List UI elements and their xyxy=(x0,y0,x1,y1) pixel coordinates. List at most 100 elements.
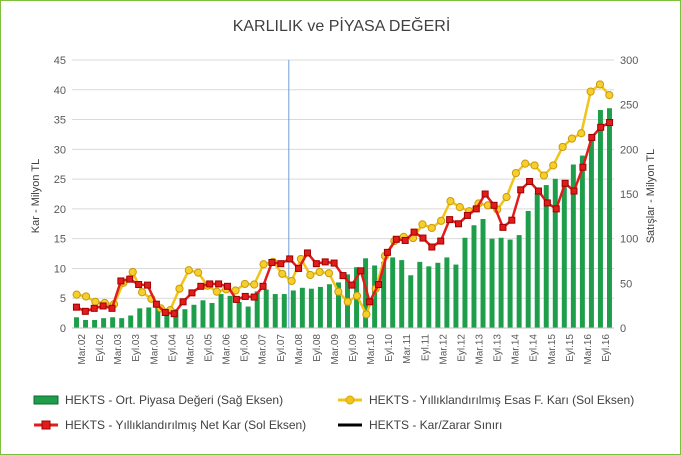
operating-profit-point xyxy=(231,286,240,295)
market-value-bar xyxy=(480,219,486,328)
x-tick-label: Mar.13 xyxy=(475,334,486,365)
market-value-bar xyxy=(381,261,387,328)
market-value-bar xyxy=(191,304,197,328)
market-value-bar xyxy=(561,185,567,328)
net-profit-point xyxy=(117,277,125,285)
operating-profit-point xyxy=(558,142,567,152)
operating-profit-point xyxy=(455,203,464,212)
net-profit-point xyxy=(526,177,534,185)
operating-profit-point xyxy=(175,284,184,293)
x-tick-label: Eyl.04 xyxy=(167,334,178,362)
operating-profit-point xyxy=(427,223,436,233)
net-profit-point xyxy=(588,133,596,141)
net-profit-point xyxy=(206,280,214,288)
operating-profit-point xyxy=(362,310,371,319)
operating-profit-point xyxy=(194,268,203,277)
left-tick-label: 20 xyxy=(54,204,66,216)
x-tick-label: Eyl.05 xyxy=(204,334,215,362)
operating-profit-point xyxy=(137,288,147,297)
x-tick-label: Eyl.12 xyxy=(456,334,467,362)
market-value-bar xyxy=(363,258,369,328)
net-profit-point xyxy=(490,201,498,209)
net-profit-point xyxy=(606,119,614,127)
net-profit-point xyxy=(481,190,489,198)
market-value-bar xyxy=(317,286,323,328)
market-value-bar xyxy=(308,288,314,328)
net-profit-point xyxy=(126,275,134,283)
market-value-bar xyxy=(525,210,531,328)
left-tick-label: 40 xyxy=(54,85,66,97)
net-profit-point xyxy=(152,300,160,308)
operating-profit-point xyxy=(586,87,595,96)
legend-bar-swatch xyxy=(33,395,59,405)
market-value-bar xyxy=(182,309,188,328)
net-profit-point xyxy=(383,248,391,256)
market-value-bar xyxy=(272,294,278,328)
legend-yellow-line-swatch xyxy=(338,395,362,405)
operating-profit-point xyxy=(511,169,520,178)
net-profit-point xyxy=(543,199,551,207)
x-tick-label: Mar.14 xyxy=(511,334,522,365)
operating-profit-point xyxy=(352,291,362,300)
x-tick-label: Eyl.15 xyxy=(565,334,576,362)
market-value-bar xyxy=(597,110,603,328)
net-profit-point xyxy=(303,249,311,257)
net-profit-point xyxy=(268,258,276,266)
operating-profit-point xyxy=(334,287,343,296)
market-value-bar xyxy=(155,306,161,328)
chart-title: KARLILIK ve PİYASA DEĞERİ xyxy=(232,18,451,35)
market-value-bar xyxy=(335,282,341,328)
left-tick-label: 45 xyxy=(54,55,66,67)
x-tick-label: Eyl.07 xyxy=(276,334,287,362)
x-tick-label: Mar.11 xyxy=(402,334,413,364)
net-profit-point xyxy=(375,281,383,289)
left-tick-label: 30 xyxy=(54,144,66,156)
market-value-bar xyxy=(83,319,89,328)
market-value-bar xyxy=(200,300,206,328)
market-value-bar xyxy=(209,302,215,328)
operating-profit-point xyxy=(446,197,455,206)
market-value-bar xyxy=(489,238,495,328)
x-tick-label: Mar.16 xyxy=(583,334,594,365)
operating-profit-point xyxy=(240,279,249,289)
net-profit-point xyxy=(286,255,294,263)
market-value-bar xyxy=(74,317,80,328)
x-tick-label: Mar.08 xyxy=(294,334,305,365)
net-profit-point xyxy=(534,187,542,195)
market-value-bar xyxy=(534,193,540,328)
legend-label-market-value: HEKTS - Ort. Piyasa Değeri (Sağ Eksen) xyxy=(65,393,284,407)
right-tick-label: 300 xyxy=(620,55,638,67)
net-profit-point xyxy=(81,307,89,315)
operating-profit-point xyxy=(315,267,324,277)
net-profit-point xyxy=(90,304,98,312)
net-profit-point xyxy=(188,289,196,297)
operating-profit-point xyxy=(81,292,91,301)
operating-profit-point xyxy=(549,161,558,170)
market-value-bar xyxy=(498,237,504,328)
x-tick-label: Eyl.13 xyxy=(493,334,504,362)
operating-profit-point xyxy=(259,260,268,269)
net-profit-point xyxy=(579,163,587,171)
legend-label-operating-profit: HEKTS - Yıllıklandırılmış Esas F. Karı (… xyxy=(369,393,635,407)
market-value-bar xyxy=(570,164,576,328)
net-profit-point xyxy=(428,243,436,251)
market-value-bar xyxy=(444,257,450,328)
net-profit-point xyxy=(570,187,578,195)
net-profit-point xyxy=(108,304,116,312)
net-profit-point xyxy=(517,186,525,194)
operating-profit-point xyxy=(287,276,296,286)
market-value-bar xyxy=(579,155,585,328)
net-profit-point xyxy=(277,260,285,268)
market-value-bar xyxy=(164,310,170,328)
net-profit-point xyxy=(463,211,471,219)
market-value-bar xyxy=(245,306,251,328)
x-tick-label: Eyl.09 xyxy=(348,334,359,362)
market-value-bar xyxy=(507,239,513,328)
market-value-bar xyxy=(588,138,594,328)
left-tick-label: 5 xyxy=(60,293,66,305)
legend-label-breakeven: HEKTS - Kar/Zarar Sınırı xyxy=(369,418,503,432)
right-tick-label: 150 xyxy=(620,189,638,201)
net-profit-point xyxy=(295,264,303,272)
